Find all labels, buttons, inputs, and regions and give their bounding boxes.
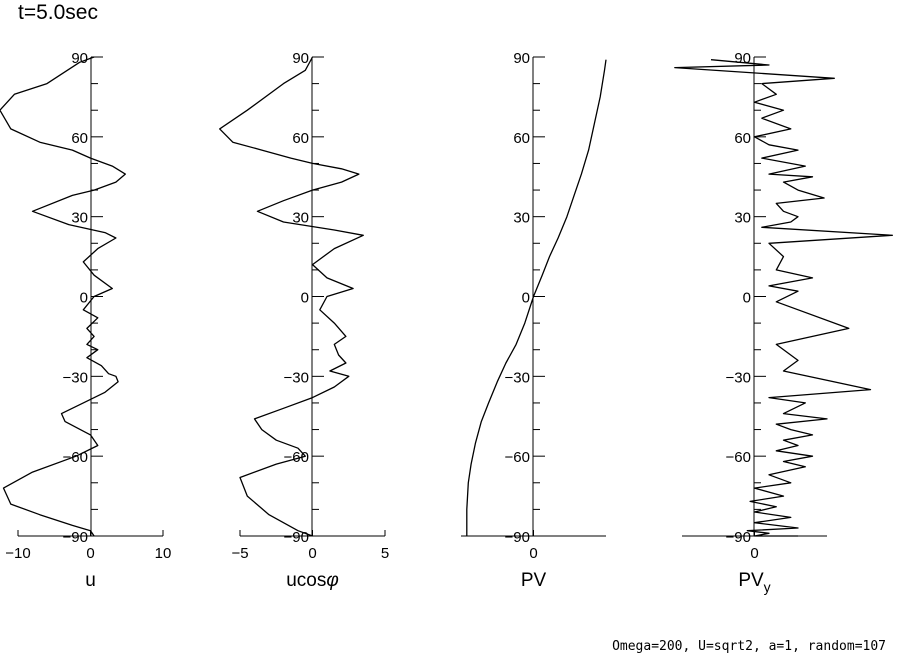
- y-tick-label: 90: [513, 50, 530, 67]
- x-axis-label: u: [85, 570, 96, 591]
- y-tick-label: −90: [505, 529, 530, 546]
- y-tick-label: 60: [292, 130, 309, 147]
- x-axis-label: ucosφ: [286, 570, 339, 591]
- y-tick-label: −60: [505, 449, 530, 466]
- y-tick-label: 0: [80, 290, 88, 307]
- series-line-1: [674, 59, 893, 537]
- y-tick-label: 30: [513, 210, 530, 227]
- footer-params: Omega=200, U=sqrt2, a=1, random=107: [612, 639, 886, 654]
- y-tick-label: −90: [726, 529, 751, 546]
- y-tick-label: −30: [726, 369, 751, 386]
- y-tick-label: 0: [522, 290, 530, 307]
- x-axis-label: PV: [521, 570, 547, 591]
- y-tick-label: 60: [734, 130, 751, 147]
- y-tick-label: −30: [505, 369, 530, 386]
- y-tick-label: −90: [284, 529, 309, 546]
- y-tick-label: 0: [301, 290, 309, 307]
- y-tick-label: −90: [63, 529, 88, 546]
- y-tick-label: 90: [71, 50, 88, 67]
- x-tick-label: −5: [231, 545, 248, 562]
- chart-title: t=5.0sec: [18, 1, 98, 24]
- y-tick-label: −60: [284, 449, 309, 466]
- x-tick-label: 0: [86, 545, 94, 562]
- series-line-1: [219, 56, 364, 537]
- y-tick-label: 0: [743, 290, 751, 307]
- panel-2: −90 −60 −30 0 30 60 90 −5 0 5 ucosφ: [219, 50, 389, 591]
- x-tick-label: 0: [529, 545, 537, 562]
- y-tick-label: −60: [726, 449, 751, 466]
- series-line-1: [466, 59, 607, 536]
- x-tick-label: 0: [750, 545, 758, 562]
- series-line-1: [0, 56, 126, 537]
- y-tick-label: 30: [734, 210, 751, 227]
- y-tick-label: −30: [284, 369, 309, 386]
- x-axis-label: PVy: [738, 570, 770, 595]
- y-tick-label: −30: [63, 369, 88, 386]
- x-tick-label: 10: [155, 545, 172, 562]
- x-tick-label: −10: [5, 545, 30, 562]
- y-tick-label: 90: [292, 50, 309, 67]
- y-tick-label: 30: [71, 210, 88, 227]
- x-tick-label: 0: [308, 545, 316, 562]
- y-tick-label: 30: [292, 210, 309, 227]
- y-tick-label: 60: [513, 130, 530, 147]
- y-tick-label: 90: [734, 50, 751, 67]
- x-tick-label: 5: [381, 545, 389, 562]
- panel-3: −90 −60 −30 0 30 60 90 0 PV: [461, 50, 607, 591]
- panel-4: −90 −60 −30 0 30 60 90 0 PVy: [674, 50, 893, 595]
- y-tick-label: 60: [71, 130, 88, 147]
